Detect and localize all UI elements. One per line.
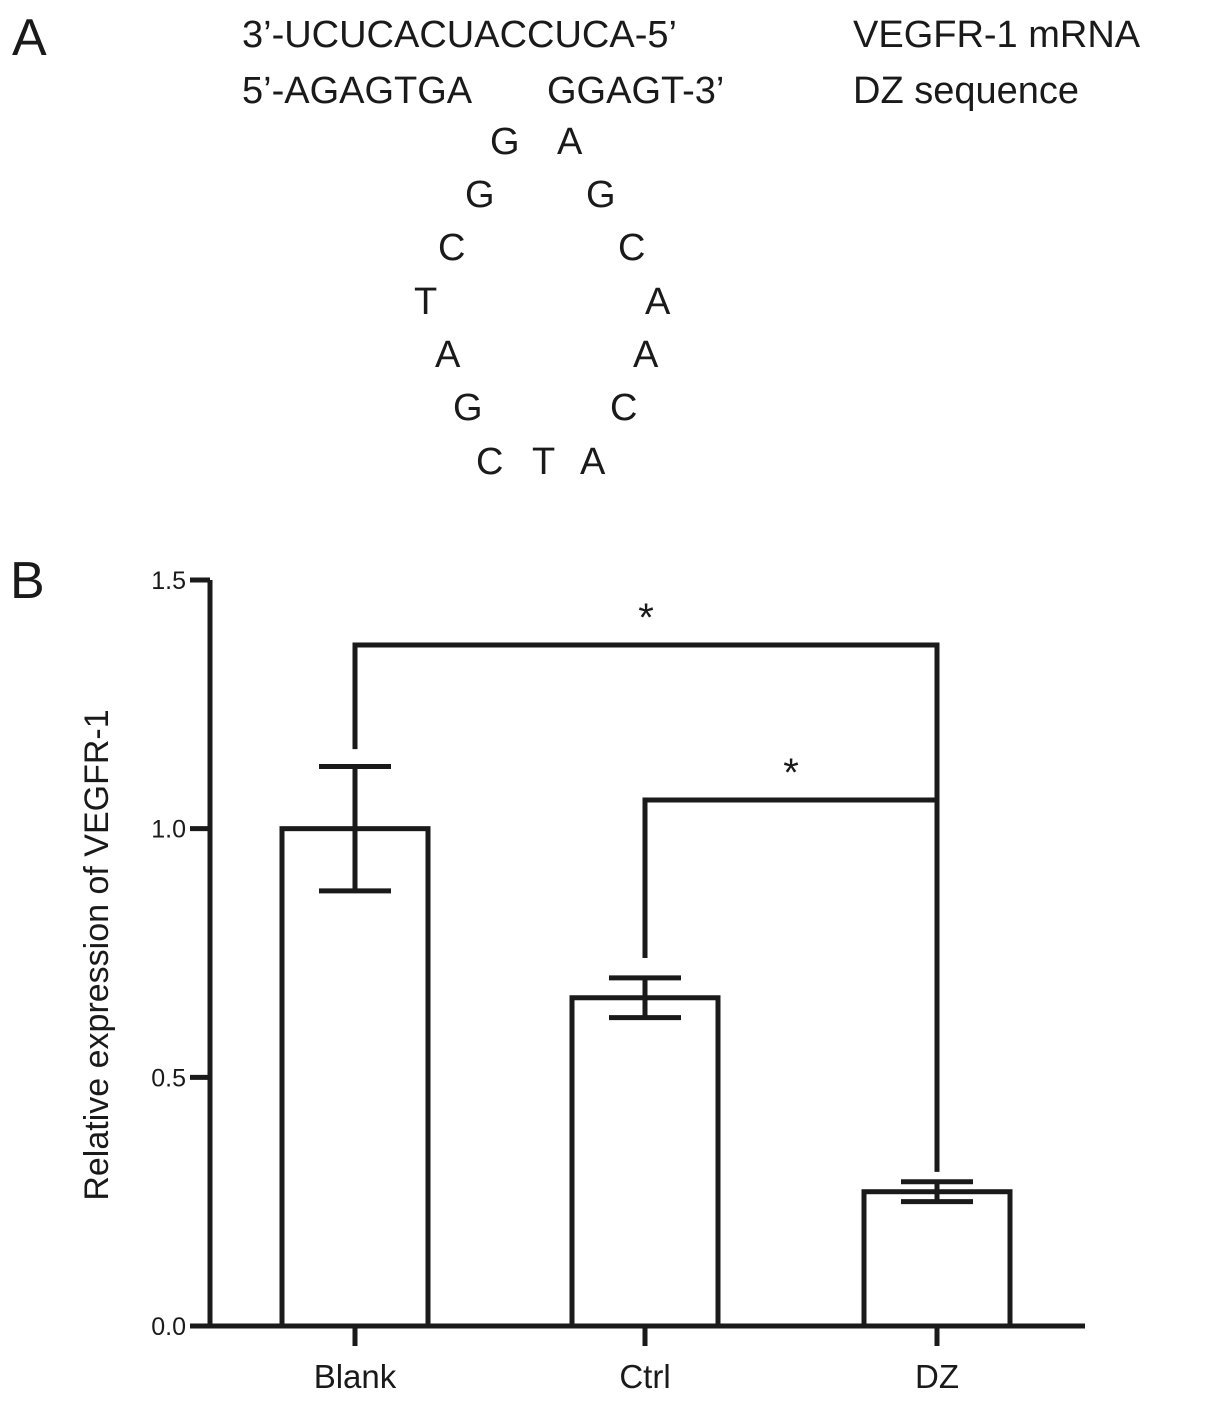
loop-nucleotide: A bbox=[645, 281, 671, 323]
bar-blank bbox=[279, 826, 431, 1329]
significance-marker: * bbox=[638, 596, 654, 640]
mrna-label: VEGFR-1 mRNA bbox=[853, 14, 1141, 56]
loop-nucleotide: T bbox=[532, 441, 556, 483]
loop-nucleotide: G bbox=[490, 121, 520, 163]
bar-ctrl bbox=[569, 995, 721, 1329]
loop-nucleotide: G bbox=[586, 174, 616, 216]
loop-nucleotide: G bbox=[465, 174, 495, 216]
panel-a-label: A bbox=[12, 9, 47, 67]
y-tick-label: 0.0 bbox=[151, 1313, 186, 1341]
loop-nucleotide: A bbox=[435, 334, 461, 376]
y-tick-label: 0.5 bbox=[151, 1064, 186, 1092]
loop-nucleotide: C bbox=[438, 227, 466, 269]
loop-nucleotide: C bbox=[476, 441, 504, 483]
dz-label: DZ sequence bbox=[853, 70, 1080, 112]
dz-sequence-left: 5’-AGAGTGA bbox=[242, 70, 473, 112]
y-tick-label: 1.0 bbox=[151, 816, 186, 844]
x-tick-label-dz: DZ bbox=[915, 1358, 959, 1395]
y-axis-label: Relative expression of VEGFR-1 bbox=[78, 709, 116, 1200]
x-tick-label-ctrl: Ctrl bbox=[619, 1358, 670, 1395]
x-tick-label-blank: Blank bbox=[314, 1358, 397, 1395]
significance-marker: * bbox=[783, 751, 799, 795]
loop-nucleotide: C bbox=[618, 227, 646, 269]
dz-sequence-right: GGAGT-3’ bbox=[547, 70, 725, 112]
panel-b-label: B bbox=[10, 552, 45, 610]
bar-dz bbox=[861, 1189, 1013, 1329]
loop-nucleotide: A bbox=[557, 121, 583, 163]
loop-nucleotide: A bbox=[580, 441, 606, 483]
loop-nucleotide: G bbox=[453, 387, 483, 429]
y-tick-label: 1.5 bbox=[151, 567, 186, 595]
loop-nucleotide: T bbox=[414, 281, 438, 323]
mrna-sequence: 3’-UCUCACUACCUCA-5’ bbox=[242, 14, 677, 56]
loop-nucleotide: A bbox=[633, 334, 659, 376]
loop-nucleotide: C bbox=[610, 387, 638, 429]
